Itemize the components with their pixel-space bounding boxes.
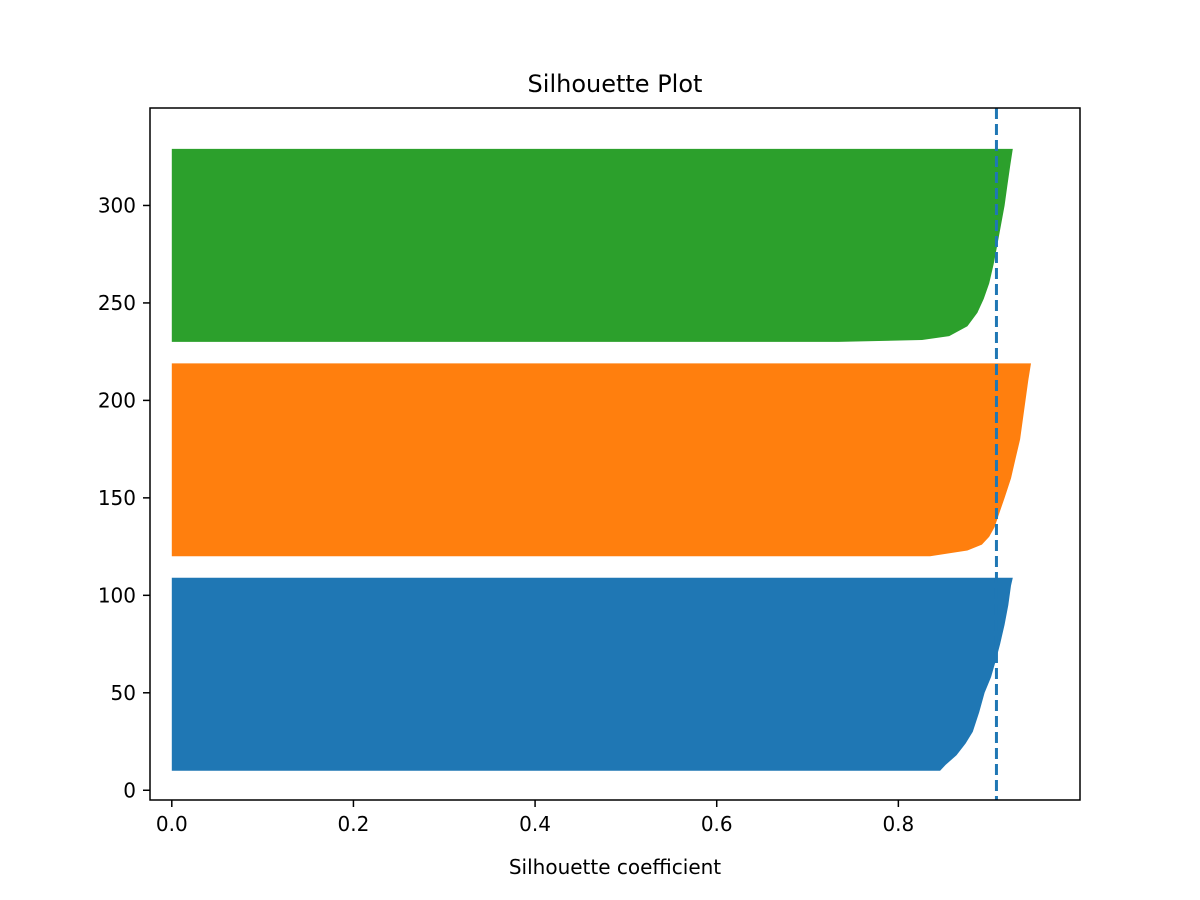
- y-tick-label: 300: [98, 193, 136, 217]
- cluster-1-area: [171, 363, 1032, 557]
- y-tick-label: 200: [98, 388, 136, 412]
- x-axis-ticks: 0.0 0.2 0.4 0.6 0.8: [156, 800, 914, 836]
- y-tick-label: 100: [98, 583, 136, 607]
- y-tick-label: 50: [111, 681, 136, 705]
- chart-title: Silhouette Plot: [528, 70, 703, 98]
- x-tick-label: 0.6: [701, 812, 733, 836]
- cluster-0-area: [171, 577, 1013, 771]
- y-tick-label: 150: [98, 486, 136, 510]
- y-axis-ticks: 0 50 100 150 200 250 300: [98, 193, 150, 802]
- x-tick-label: 0.8: [882, 812, 914, 836]
- y-tick-label: 250: [98, 291, 136, 315]
- y-tick-label: 0: [123, 778, 136, 802]
- cluster-areas: [171, 148, 1032, 771]
- x-tick-label: 0.4: [519, 812, 551, 836]
- cluster-2-area: [171, 148, 1013, 342]
- x-axis-label: Silhouette coefficient: [509, 855, 721, 879]
- x-tick-label: 0.0: [156, 812, 188, 836]
- plot-frame: [149, 107, 1081, 801]
- x-tick-label: 0.2: [338, 812, 370, 836]
